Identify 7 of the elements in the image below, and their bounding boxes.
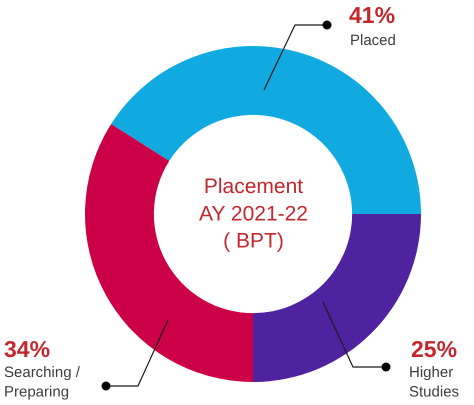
slice-label: Placed xyxy=(350,32,396,49)
data-label: 34% xyxy=(4,336,50,362)
data-label: 25% xyxy=(411,336,458,362)
data-label: 41% xyxy=(349,2,396,28)
slice-label: Searching / Preparing xyxy=(4,364,81,400)
slice-label: Higher Studies xyxy=(409,364,460,400)
text: Placement AY 2021-22 ( BPT) xyxy=(199,175,308,253)
